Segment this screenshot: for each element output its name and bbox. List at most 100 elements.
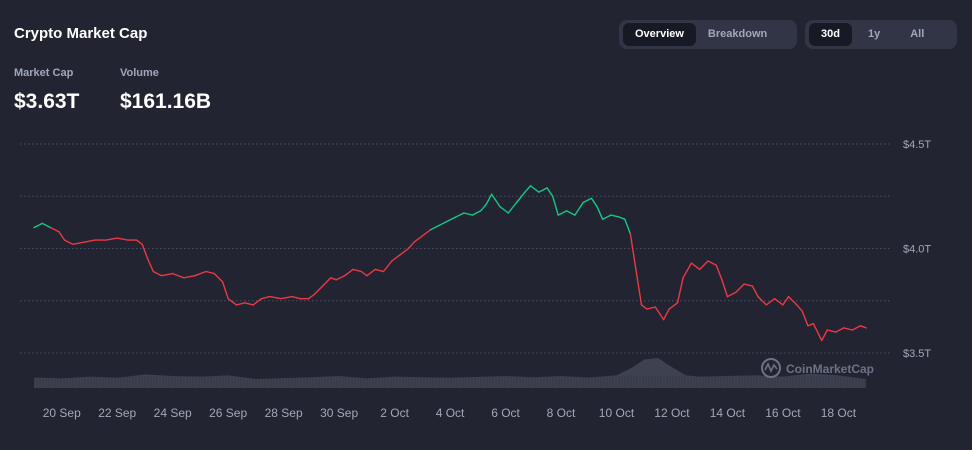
x-tick-label: 28 Sep (265, 406, 303, 420)
price-line-segment (235, 302, 246, 306)
price-line-segment (330, 277, 337, 281)
x-tick-label: 10 Oct (599, 406, 635, 420)
x-tick-label: 30 Sep (320, 406, 358, 420)
price-line-segment (529, 185, 540, 193)
price-line-segment (313, 285, 324, 296)
y-tick-label: $3.5T (903, 348, 931, 360)
price-line-segment (601, 214, 612, 220)
price-line-segment (565, 210, 576, 216)
price-line-segment (787, 295, 798, 306)
watermark-text: CoinMarketCap (786, 362, 874, 376)
price-line-segment (116, 237, 130, 241)
price-line-segment (552, 195, 559, 216)
x-tick-label: 14 Oct (710, 406, 746, 420)
price-line-segment (546, 187, 554, 198)
price-line-segment (446, 216, 457, 223)
price-line-segment (463, 212, 473, 216)
price-line-segment (524, 185, 532, 193)
price-line-segment (485, 193, 493, 206)
market-cap-value: $3.63T (14, 90, 80, 113)
price-line-segment (429, 224, 440, 231)
price-line-segment (557, 210, 568, 216)
price-line-segment (782, 295, 790, 306)
tab-range-1y[interactable]: 1y (867, 28, 881, 40)
price-line-segment (213, 272, 224, 283)
price-line-segment (491, 193, 501, 208)
price-line-segment (141, 243, 149, 260)
volume-area (34, 358, 867, 388)
tab-range-all[interactable]: All (910, 28, 925, 40)
price-line-segment (629, 233, 637, 271)
price-line-segment (421, 228, 432, 237)
price-line-segment (538, 187, 548, 193)
y-tick-label: $4.5T (903, 139, 931, 151)
price-line-segment (590, 197, 598, 208)
price-line-segment (244, 302, 254, 306)
price-line-segment (160, 272, 174, 277)
coinmarketcap-logo-icon (761, 358, 781, 378)
price-line-segment (135, 239, 143, 246)
price-line-segment (269, 295, 282, 300)
price-line-segment (183, 275, 196, 279)
price-line-segment (773, 298, 784, 306)
range-switcher: 30d 1y All (805, 20, 957, 49)
price-line-segment (438, 220, 448, 227)
x-tick-label: 18 Oct (821, 406, 857, 420)
price-line-segment (668, 302, 679, 310)
price-line-segment (635, 268, 643, 306)
price-line-segment (399, 247, 410, 256)
price-line-segment (105, 237, 118, 241)
tab-overview[interactable]: Overview (623, 23, 696, 46)
price-line-segment (499, 205, 509, 214)
x-tick-label: 20 Sep (43, 406, 81, 420)
price-line-segment (454, 212, 465, 218)
x-tick-label: 4 Oct (436, 406, 465, 420)
x-tick-label: 12 Oct (654, 406, 690, 420)
price-line-segment (735, 283, 745, 294)
price-line-segment (596, 205, 604, 220)
price-line-segment (307, 293, 315, 300)
price-line-segment (205, 270, 216, 275)
price-line-segment (801, 310, 809, 327)
price-line-segment (366, 268, 376, 277)
y-tick-label: $4.0T (903, 244, 931, 256)
price-line-segment (826, 329, 837, 333)
price-line-segment (360, 270, 368, 277)
price-line-segment (83, 239, 96, 243)
price-line-segment (507, 201, 518, 214)
price-line-segment (859, 325, 867, 329)
price-line-segment (807, 323, 815, 327)
price-line-segment (252, 298, 263, 306)
price-line-segment (221, 281, 229, 300)
price-line-segment (699, 260, 709, 271)
price-line-segment (63, 239, 74, 246)
tab-breakdown[interactable]: Breakdown (707, 28, 768, 40)
x-tick-label: 8 Oct (547, 406, 576, 420)
price-line-segment (391, 254, 401, 262)
price-line-segment (352, 268, 362, 273)
price-line-segment (834, 327, 845, 333)
tab-range-30d[interactable]: 30d (809, 23, 852, 46)
price-line-segment (726, 291, 737, 298)
price-line-segment (291, 295, 301, 300)
price-line-segment (260, 295, 271, 300)
price-line-segment (721, 279, 729, 298)
price-line-segment (479, 203, 487, 212)
price-line-segment (715, 264, 723, 281)
price-line-segment (757, 295, 767, 306)
price-line-segment (146, 258, 155, 273)
price-line-segment (58, 231, 66, 241)
x-tick-label: 2 Oct (380, 406, 409, 420)
price-line-segment (618, 216, 626, 220)
price-line-segment (821, 329, 828, 342)
price-line-segment (707, 260, 717, 266)
price-line-segment (194, 270, 207, 277)
price-line-segment (654, 306, 665, 321)
price-line-segment (662, 308, 670, 321)
price-line-segment (280, 295, 293, 300)
x-tick-label: 16 Oct (765, 406, 801, 420)
volume-label: Volume (120, 67, 159, 79)
price-line-segment (152, 270, 163, 277)
price-line-segment (471, 210, 482, 216)
